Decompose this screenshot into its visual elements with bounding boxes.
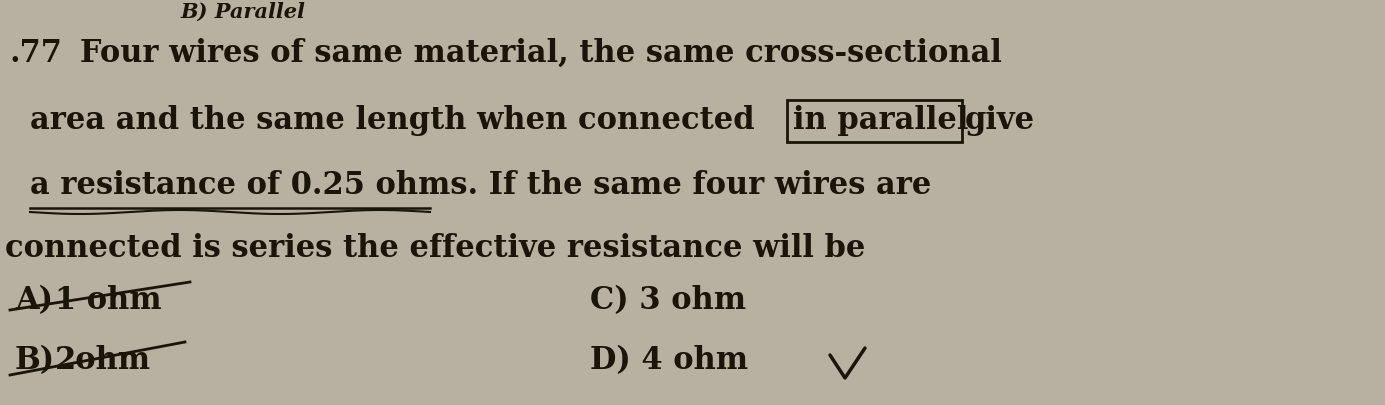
Text: C) 3 ohm: C) 3 ohm [590, 285, 747, 316]
Text: 1 ohm: 1 ohm [55, 285, 162, 316]
Text: in parallel: in parallel [794, 105, 968, 136]
Text: B): B) [15, 345, 55, 376]
Text: area and the same length when connected: area and the same length when connected [30, 105, 755, 136]
Text: .77: .77 [10, 38, 62, 69]
Text: a resistance of 0.25 ohms. If the same four wires are: a resistance of 0.25 ohms. If the same f… [30, 170, 931, 201]
Text: 2ohm: 2ohm [55, 345, 151, 376]
Text: B) Parallel: B) Parallel [180, 2, 305, 22]
Text: connected is series the effective resistance will be: connected is series the effective resist… [6, 233, 866, 264]
Text: D) 4 ohm: D) 4 ohm [590, 345, 748, 376]
Text: Four wires of same material, the same cross-sectional: Four wires of same material, the same cr… [80, 38, 1001, 69]
Bar [787, 100, 963, 142]
Text: A): A) [15, 285, 53, 316]
Text: give: give [965, 105, 1035, 136]
